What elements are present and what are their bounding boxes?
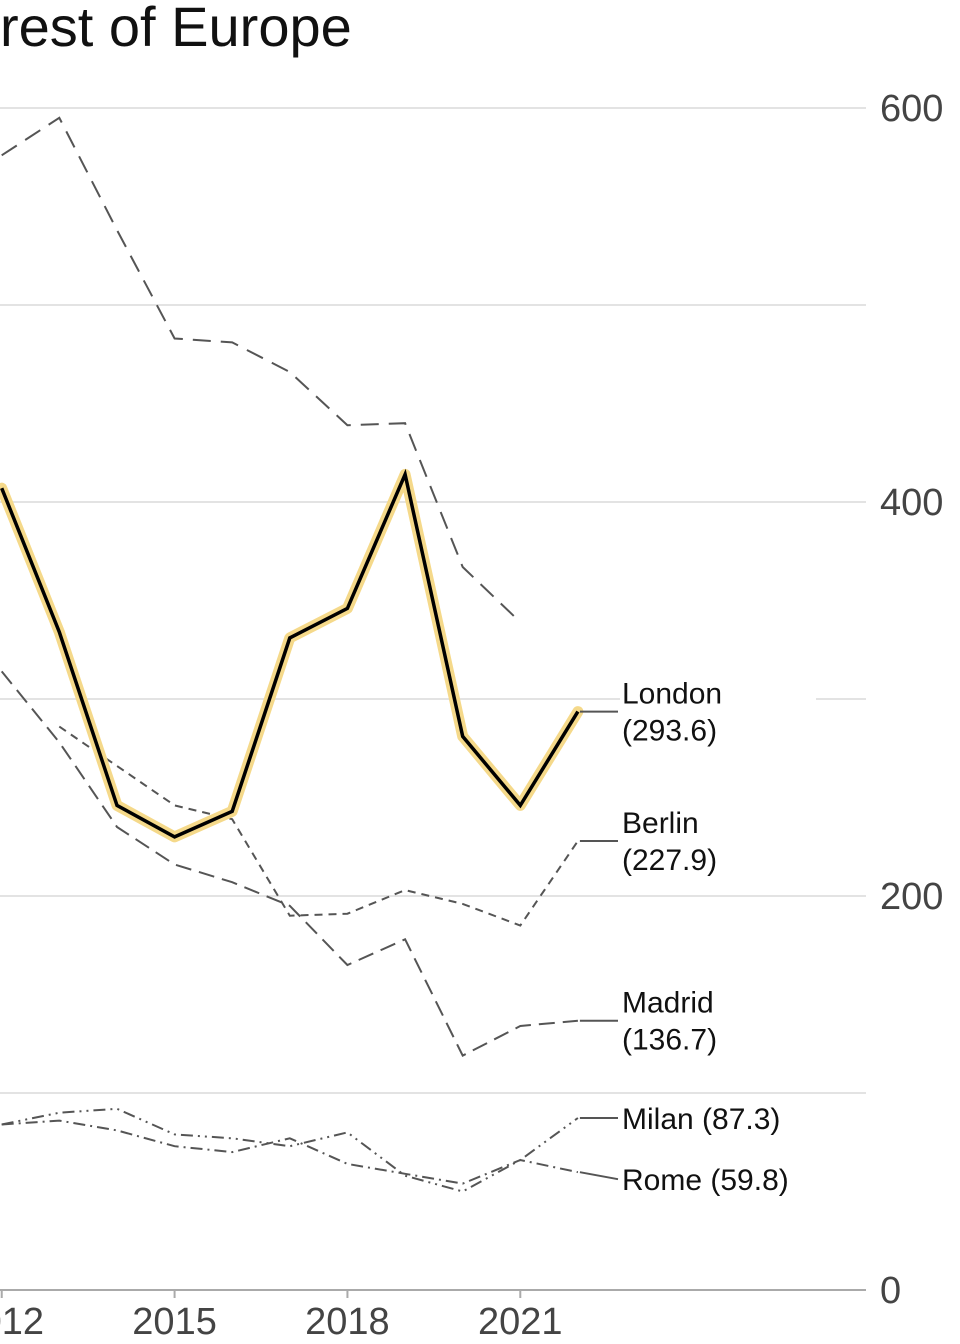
end-value-label: (136.7) [622, 1024, 717, 1057]
x-tick-label: 2012 [0, 1301, 44, 1343]
series-line [1, 1119, 579, 1185]
y-tick-label: 600 [880, 88, 943, 130]
series-line [0, 468, 580, 839]
y-tick-label: 0 [880, 1270, 901, 1312]
end-value-label: (59.8) [710, 1164, 788, 1197]
series-name: Berlin [622, 807, 699, 840]
x-tick-label: 2018 [305, 1301, 390, 1343]
series-label: Milan (87.3) [622, 1103, 780, 1136]
series-name: Madrid [622, 987, 714, 1020]
series-name: Rome [622, 1164, 702, 1197]
label-bg [620, 797, 816, 884]
x-tick-label: 2021 [478, 1301, 563, 1343]
label-bg [620, 976, 816, 1063]
label-bg [620, 667, 816, 754]
series-line [58, 725, 579, 927]
series-line [1, 1107, 579, 1193]
series-line [0, 670, 578, 1057]
y-tick-label: 400 [880, 482, 943, 524]
highlight-halo [0, 468, 584, 843]
label-bg [620, 1157, 816, 1200]
series-name: London [622, 678, 722, 711]
leader-line [579, 1171, 619, 1181]
chart-title: rest of Europe [0, 0, 352, 58]
series-line [1, 116, 521, 623]
end-value-label: (227.9) [622, 844, 717, 877]
y-tick-label: 200 [880, 876, 943, 918]
label-bg [620, 1096, 816, 1139]
end-value-label: (293.6) [622, 715, 717, 748]
series-name: Milan [622, 1103, 694, 1136]
end-value-label: (87.3) [702, 1103, 780, 1136]
series-label: Rome (59.8) [622, 1164, 789, 1197]
x-tick-label: 2015 [132, 1301, 217, 1343]
